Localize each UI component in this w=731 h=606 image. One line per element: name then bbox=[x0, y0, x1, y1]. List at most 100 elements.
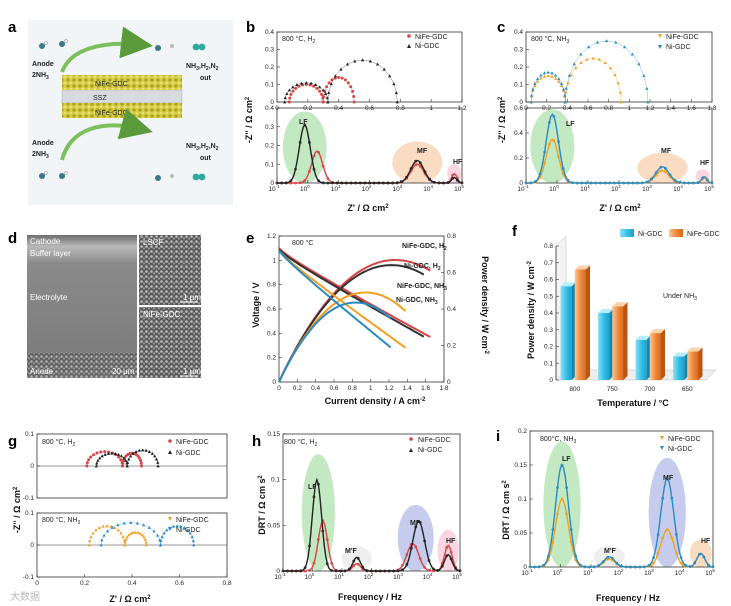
data-point bbox=[585, 181, 588, 185]
x-tick-label: 10-1 bbox=[274, 572, 286, 581]
data-point bbox=[280, 181, 284, 185]
out-top-label: out bbox=[200, 75, 212, 82]
data-point bbox=[542, 74, 547, 78]
xlabel-e: Current density / A cm-2 bbox=[325, 396, 426, 406]
x-tick-label: 0.2 bbox=[80, 580, 89, 587]
data-point bbox=[587, 45, 591, 49]
x-tick-label: 101 bbox=[331, 184, 341, 193]
data-point bbox=[188, 531, 192, 535]
data-point bbox=[579, 52, 583, 56]
series-line-NiFe-GDC bbox=[530, 58, 622, 103]
x-tick-label: 101 bbox=[580, 184, 590, 193]
data-point bbox=[381, 181, 385, 185]
ylabel-g: -Z'' / Ω cm2 bbox=[12, 486, 22, 533]
data-point bbox=[637, 62, 641, 66]
sem-cathode-label: Cathode bbox=[30, 237, 61, 246]
bar-Ni-GDC-650 bbox=[673, 356, 685, 380]
data-point bbox=[147, 525, 151, 529]
data-point bbox=[396, 569, 400, 573]
data-point bbox=[557, 155, 560, 159]
data-point bbox=[693, 561, 697, 565]
x-tick-exponent: 2 bbox=[621, 568, 624, 573]
x-tick-exponent: 5 bbox=[461, 184, 464, 189]
data-point bbox=[579, 60, 583, 64]
data-point bbox=[110, 451, 114, 455]
x-tick-label: 104 bbox=[423, 572, 433, 581]
data-point bbox=[135, 521, 140, 525]
data-point bbox=[287, 100, 291, 104]
data-point bbox=[365, 569, 369, 573]
data-point bbox=[620, 564, 623, 568]
data-point bbox=[103, 452, 107, 456]
x-tick-label: 100 bbox=[553, 568, 563, 577]
xlabel-i: Frequency / Hz bbox=[596, 593, 661, 603]
data-point bbox=[298, 181, 302, 185]
data-point bbox=[185, 528, 190, 532]
x-tick-label: 0.6 bbox=[175, 580, 184, 587]
y-tick-label: 0.6 bbox=[514, 105, 523, 112]
ylabel-f: Power density / W cm-2 bbox=[526, 260, 536, 359]
data-point bbox=[645, 180, 649, 184]
scale-bar-20um: 20 μm bbox=[112, 367, 135, 376]
data-point bbox=[116, 523, 120, 527]
data-point bbox=[631, 181, 635, 185]
legend-c-ni: Ni-GDC bbox=[666, 44, 691, 51]
x-tick-exponent: 3 bbox=[400, 184, 403, 189]
y2-tick-label: 0.8 bbox=[447, 233, 456, 240]
data-point bbox=[358, 181, 362, 185]
x-tick-label: 105 bbox=[454, 184, 464, 193]
data-point bbox=[142, 523, 146, 527]
y-tick-label: 0.15 bbox=[514, 462, 527, 469]
data-point bbox=[125, 464, 129, 468]
data-point bbox=[601, 560, 605, 564]
data-point bbox=[636, 181, 640, 185]
data-point bbox=[560, 463, 564, 467]
data-point bbox=[140, 533, 144, 537]
y-tick-label: 0.3 bbox=[265, 47, 274, 54]
data-point bbox=[418, 161, 422, 165]
x-tick-label: 102 bbox=[364, 572, 374, 581]
x-tick-exponent: 3 bbox=[651, 568, 654, 573]
data-point bbox=[129, 521, 133, 524]
data-point bbox=[284, 181, 288, 185]
data-point bbox=[414, 163, 418, 167]
x-tick-label: 10-1 bbox=[268, 184, 280, 193]
ylabel-i: DRT / Ω cm s2 bbox=[501, 480, 511, 540]
data-point bbox=[327, 81, 331, 85]
data-point bbox=[125, 535, 129, 539]
data-point bbox=[554, 76, 558, 80]
data-point bbox=[303, 569, 307, 573]
data-point bbox=[147, 449, 151, 453]
data-point bbox=[340, 76, 344, 80]
peak-b-lf: LF bbox=[299, 119, 308, 126]
data-point bbox=[283, 100, 287, 104]
data-point bbox=[352, 95, 356, 99]
peak-i-mpf: M'F bbox=[604, 548, 616, 555]
data-point bbox=[101, 524, 105, 528]
legend-b-ni: Ni-GDC bbox=[415, 43, 440, 50]
legend-g-nife-marker bbox=[168, 439, 172, 443]
data-point bbox=[445, 545, 449, 549]
data-point bbox=[445, 554, 449, 558]
panel-label-h: h bbox=[252, 433, 261, 450]
peak-h-mpf: M'F bbox=[345, 548, 357, 555]
data-point bbox=[378, 569, 382, 573]
data-point bbox=[696, 181, 700, 185]
y-tick-label: 0.4 bbox=[265, 105, 274, 112]
x-category-label: 750 bbox=[607, 386, 618, 393]
data-point bbox=[454, 567, 457, 571]
data-point bbox=[175, 524, 179, 528]
data-point bbox=[318, 89, 322, 93]
data-point bbox=[309, 81, 313, 85]
chart-b-drt: 00.10.20.30.410-1 100 101 102 103 104 105 bbox=[265, 105, 464, 193]
data-point bbox=[661, 536, 665, 540]
xlabel-c: Z' / Ω cm2 bbox=[599, 203, 641, 213]
data-point bbox=[414, 159, 418, 163]
data-point bbox=[351, 89, 355, 93]
peak-h-lf: LF bbox=[308, 484, 317, 491]
peak-region bbox=[437, 529, 459, 572]
x-category-label: 700 bbox=[644, 386, 655, 393]
condition-g-top: 800 °C, H2 bbox=[42, 438, 75, 448]
